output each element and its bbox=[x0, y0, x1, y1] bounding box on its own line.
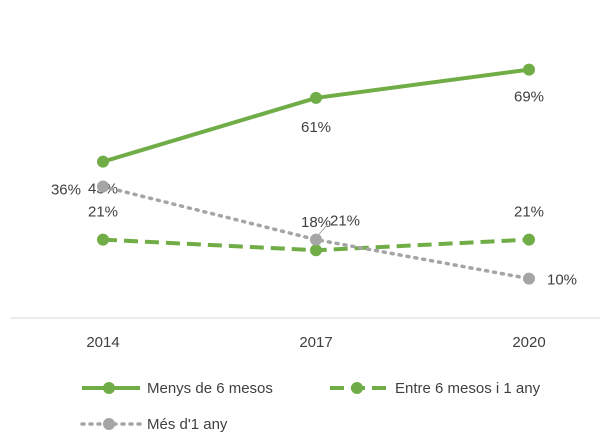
point bbox=[97, 155, 109, 168]
legend-marker bbox=[103, 418, 115, 430]
data-label: 21% bbox=[330, 213, 360, 230]
point bbox=[310, 233, 322, 246]
point bbox=[523, 272, 535, 285]
point bbox=[97, 180, 109, 193]
x-tick-label: 2014 bbox=[86, 334, 119, 351]
data-label: 21% bbox=[514, 204, 544, 221]
data-label: 21% bbox=[88, 204, 118, 221]
data-label: 69% bbox=[514, 89, 544, 106]
point bbox=[97, 233, 109, 246]
point bbox=[523, 63, 535, 76]
series-line bbox=[101, 184, 531, 281]
x-tick-label: 2020 bbox=[512, 334, 545, 351]
data-label: 36% bbox=[51, 181, 81, 198]
legend-marker bbox=[351, 382, 363, 394]
point bbox=[523, 233, 535, 246]
data-label: 61% bbox=[301, 119, 331, 136]
legend-label: Més d'1 any bbox=[147, 416, 228, 433]
point bbox=[310, 91, 322, 104]
leader-line bbox=[317, 223, 329, 236]
x-tick-label: 2017 bbox=[299, 334, 332, 351]
legend-label: Menys de 6 mesos bbox=[147, 380, 273, 397]
series-line bbox=[102, 67, 530, 164]
legend-label: Entre 6 mesos i 1 any bbox=[395, 380, 541, 397]
data-label: 10% bbox=[547, 272, 577, 289]
data-label: 18% bbox=[301, 214, 331, 231]
legend-marker bbox=[103, 382, 115, 394]
point bbox=[310, 244, 322, 257]
